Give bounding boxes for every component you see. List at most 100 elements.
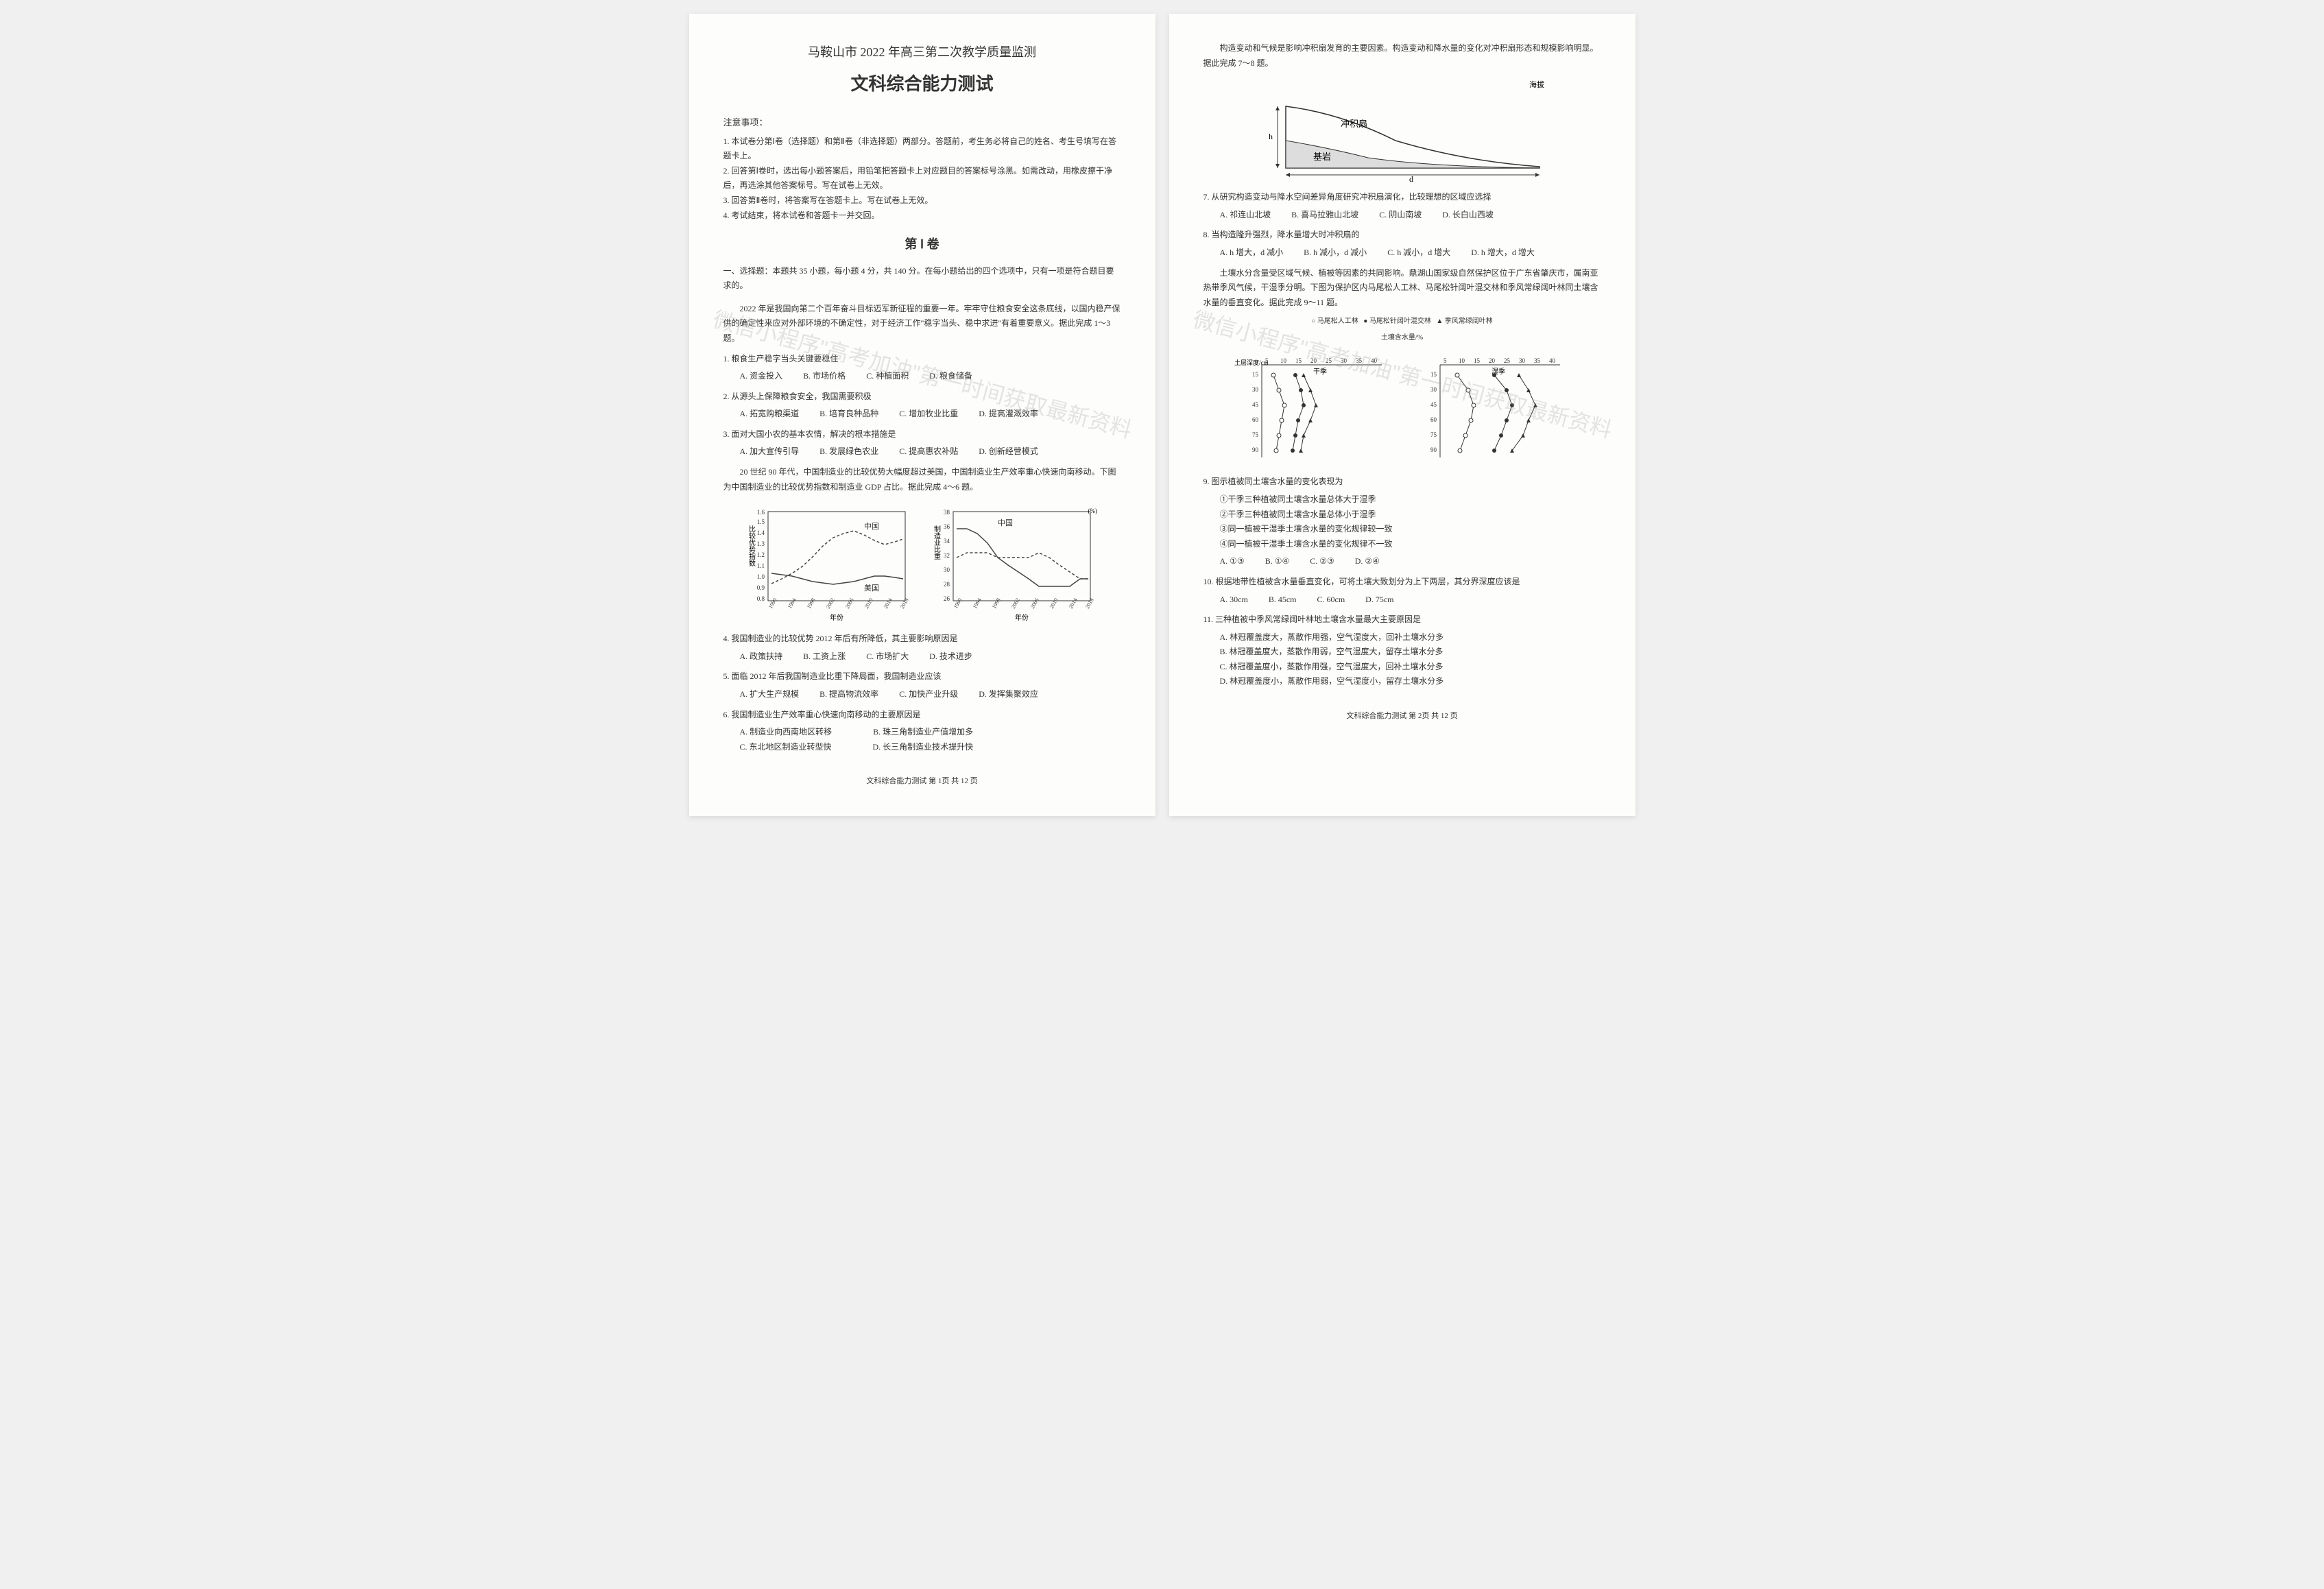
option: C. 提高惠农补贴 <box>899 444 958 459</box>
soil-charts: 510152025303540 15 30 45 60 75 90 土层深度/c… <box>1203 355 1601 464</box>
sub-statement: ②干季三种植被同土壤含水量总体小于湿季 <box>1220 507 1601 523</box>
option: C. 增加牧业比重 <box>899 407 958 422</box>
option: A. 拓宽购粮渠道 <box>740 407 800 422</box>
option: A. 政策扶持 <box>740 649 783 665</box>
svg-text:45: 45 <box>1252 401 1259 408</box>
svg-text:1.5: 1.5 <box>756 518 765 525</box>
question-10: 10. 根据地带性植被含水量垂直变化，可将土壤大致划分为上下两层，其分界深度应该… <box>1203 575 1601 590</box>
option: A. 林冠覆盖度大，蒸散作用强，空气湿度大，回补土壤水分多 <box>1220 630 1601 645</box>
option: D. h 增大，d 增大 <box>1471 246 1535 261</box>
svg-text:1994: 1994 <box>786 597 797 610</box>
option: B. ①④ <box>1265 554 1290 569</box>
question-6: 6. 我国制造业生产效率重心快速向南移动的主要原因是 <box>723 708 1121 723</box>
svg-text:1.3: 1.3 <box>756 540 765 547</box>
svg-text:90: 90 <box>1252 446 1259 453</box>
question-6-options: A. 制造业向西南地区转移 B. 珠三角制造业产值增加多 C. 东北地区制造业转… <box>723 725 1121 754</box>
question-2-options: A. 拓宽购粮渠道 B. 培育良种品种 C. 增加牧业比重 D. 提高灌溉效率 <box>723 407 1121 422</box>
notice-item: 4. 考试结束，将本试卷和答题卡一并交回。 <box>723 208 1121 224</box>
svg-text:2002: 2002 <box>1009 597 1020 610</box>
option: A. 祁连山北坡 <box>1220 208 1271 223</box>
option: B. h 减小，d 减小 <box>1304 246 1367 261</box>
option: B. 提高物流效率 <box>819 687 878 702</box>
question-11: 11. 三种植被中季风常绿阔叶林地土壤含水量最大主要原因是 <box>1203 612 1601 628</box>
svg-text:15: 15 <box>1474 357 1481 364</box>
svg-text:2014: 2014 <box>882 597 893 610</box>
svg-text:h: h <box>1269 132 1273 141</box>
question-10-options: A. 30cm B. 45cm C. 60cm D. 75cm <box>1203 593 1601 608</box>
svg-text:1998: 1998 <box>990 597 1001 610</box>
svg-text:15: 15 <box>1252 371 1259 378</box>
svg-text:美国: 美国 <box>864 584 879 593</box>
svg-text:0.9: 0.9 <box>756 584 765 591</box>
question-3-options: A. 加大宣传引导 B. 发展绿色农业 C. 提高惠农补贴 D. 创新经营模式 <box>723 444 1121 459</box>
chart2-xlabel: 土壤含水量/% <box>1203 332 1601 344</box>
option: C. 林冠覆盖度小，蒸散作用强，空气湿度大，回补土壤水分多 <box>1220 660 1601 675</box>
question-5-options: A. 扩大生产规模 B. 提高物流效率 C. 加快产业升级 D. 发挥集聚效应 <box>723 687 1121 702</box>
svg-text:2006: 2006 <box>1029 597 1040 610</box>
option: D. 创新经营模式 <box>979 444 1038 459</box>
option: A. ①③ <box>1220 554 1245 569</box>
svg-text:1.6: 1.6 <box>756 509 765 516</box>
svg-text:30: 30 <box>1519 357 1526 364</box>
option: C. 阴山南坡 <box>1379 208 1422 223</box>
svg-text:90: 90 <box>1430 446 1437 453</box>
svg-text:年份: 年份 <box>1015 613 1029 621</box>
option: C. h 减小，d 增大 <box>1387 246 1450 261</box>
svg-text:海拔: 海拔 <box>1529 80 1544 89</box>
svg-text:1994: 1994 <box>971 597 982 610</box>
option: B. 林冠覆盖度大，蒸散作用弱，空气湿度大，留存土壤水分多 <box>1220 645 1601 660</box>
notice-list: 1. 本试卷分第Ⅰ卷（选择题）和第Ⅱ卷（非选择题）两部分。答题前，考生务必将自己… <box>723 134 1121 224</box>
option: A. 制造业向西南地区转移 <box>740 725 832 740</box>
svg-text:1990: 1990 <box>767 597 778 610</box>
svg-text:1998: 1998 <box>805 597 816 610</box>
chart-right: 26 28 30 32 34 36 38 (%) 中国 1990 1994 19… <box>929 505 1101 621</box>
legend-item: ○ 马尾松人工林 <box>1311 318 1358 325</box>
charts-row: 0.8 0.9 1.0 1.1 1.2 1.3 1.4 1.5 1.6 中国 美… <box>723 505 1121 621</box>
svg-text:比较优势指数: 比较优势指数 <box>747 525 755 567</box>
question-11-options: A. 林冠覆盖度大，蒸散作用强，空气湿度大，回补土壤水分多 B. 林冠覆盖度大，… <box>1203 630 1601 689</box>
option: B. 工资上涨 <box>803 649 846 665</box>
svg-text:35: 35 <box>1356 357 1363 364</box>
svg-text:中国: 中国 <box>864 522 879 531</box>
svg-text:2010: 2010 <box>1048 597 1059 610</box>
svg-text:30: 30 <box>1341 357 1347 364</box>
svg-text:25: 25 <box>1326 357 1332 364</box>
svg-text:30: 30 <box>944 566 950 573</box>
page-1: 微信小程序"高考加油"第一时间获取最新资料 马鞍山市 2022 年高三第二次教学… <box>689 14 1155 816</box>
option: A. h 增大，d 减小 <box>1220 246 1284 261</box>
svg-text:28: 28 <box>944 581 950 588</box>
svg-text:制造业比重: 制造业比重 <box>932 525 940 560</box>
svg-text:26: 26 <box>944 595 950 602</box>
svg-text:中国: 中国 <box>998 518 1013 527</box>
svg-text:2018: 2018 <box>1083 597 1094 610</box>
fan-diagram: 海拔 冲积扇 基岩 h d <box>1203 79 1601 182</box>
option: C. 60cm <box>1317 593 1345 608</box>
passage-1: 2022 年是我国向第二个百年奋斗目标迈军新征程的重要一年。牢牢守住粮食安全这条… <box>723 302 1121 346</box>
question-4-options: A. 政策扶持 B. 工资上涨 C. 市场扩大 D. 技术进步 <box>723 649 1121 665</box>
svg-text:20: 20 <box>1310 357 1317 364</box>
option: C. 种植面积 <box>866 369 909 384</box>
svg-text:2002: 2002 <box>824 597 835 610</box>
option: D. 林冠覆盖度小，蒸散作用弱，空气湿度小，留存土壤水分多 <box>1220 674 1601 689</box>
svg-text:1.4: 1.4 <box>756 529 765 536</box>
sub-statement: ①干季三种植被同土壤含水量总体大于湿季 <box>1220 492 1601 507</box>
option: D. 粮食储备 <box>929 369 972 384</box>
svg-text:34: 34 <box>944 538 950 545</box>
option: C. ②③ <box>1310 554 1334 569</box>
svg-text:10: 10 <box>1280 357 1287 364</box>
passage-3: 构造变动和气候是影响冲积扇发育的主要因素。构造变动和降水量的变化对冲积扇形态和规… <box>1203 41 1601 71</box>
svg-text:d: d <box>1409 174 1413 182</box>
question-1-options: A. 资金投入 B. 市场价格 C. 种植面积 D. 粮食储备 <box>723 369 1121 384</box>
option: B. 市场价格 <box>803 369 846 384</box>
svg-text:30: 30 <box>1430 386 1437 393</box>
svg-text:30: 30 <box>1252 386 1259 393</box>
svg-text:15: 15 <box>1295 357 1302 364</box>
svg-text:5: 5 <box>1443 357 1447 364</box>
svg-text:2014: 2014 <box>1067 597 1078 610</box>
svg-text:1.0: 1.0 <box>756 573 765 580</box>
svg-text:1.1: 1.1 <box>756 562 764 569</box>
svg-text:2018: 2018 <box>898 597 909 610</box>
option: C. 加快产业升级 <box>899 687 958 702</box>
option: C. 市场扩大 <box>866 649 909 665</box>
volume-title: 第 Ⅰ 卷 <box>723 233 1121 255</box>
